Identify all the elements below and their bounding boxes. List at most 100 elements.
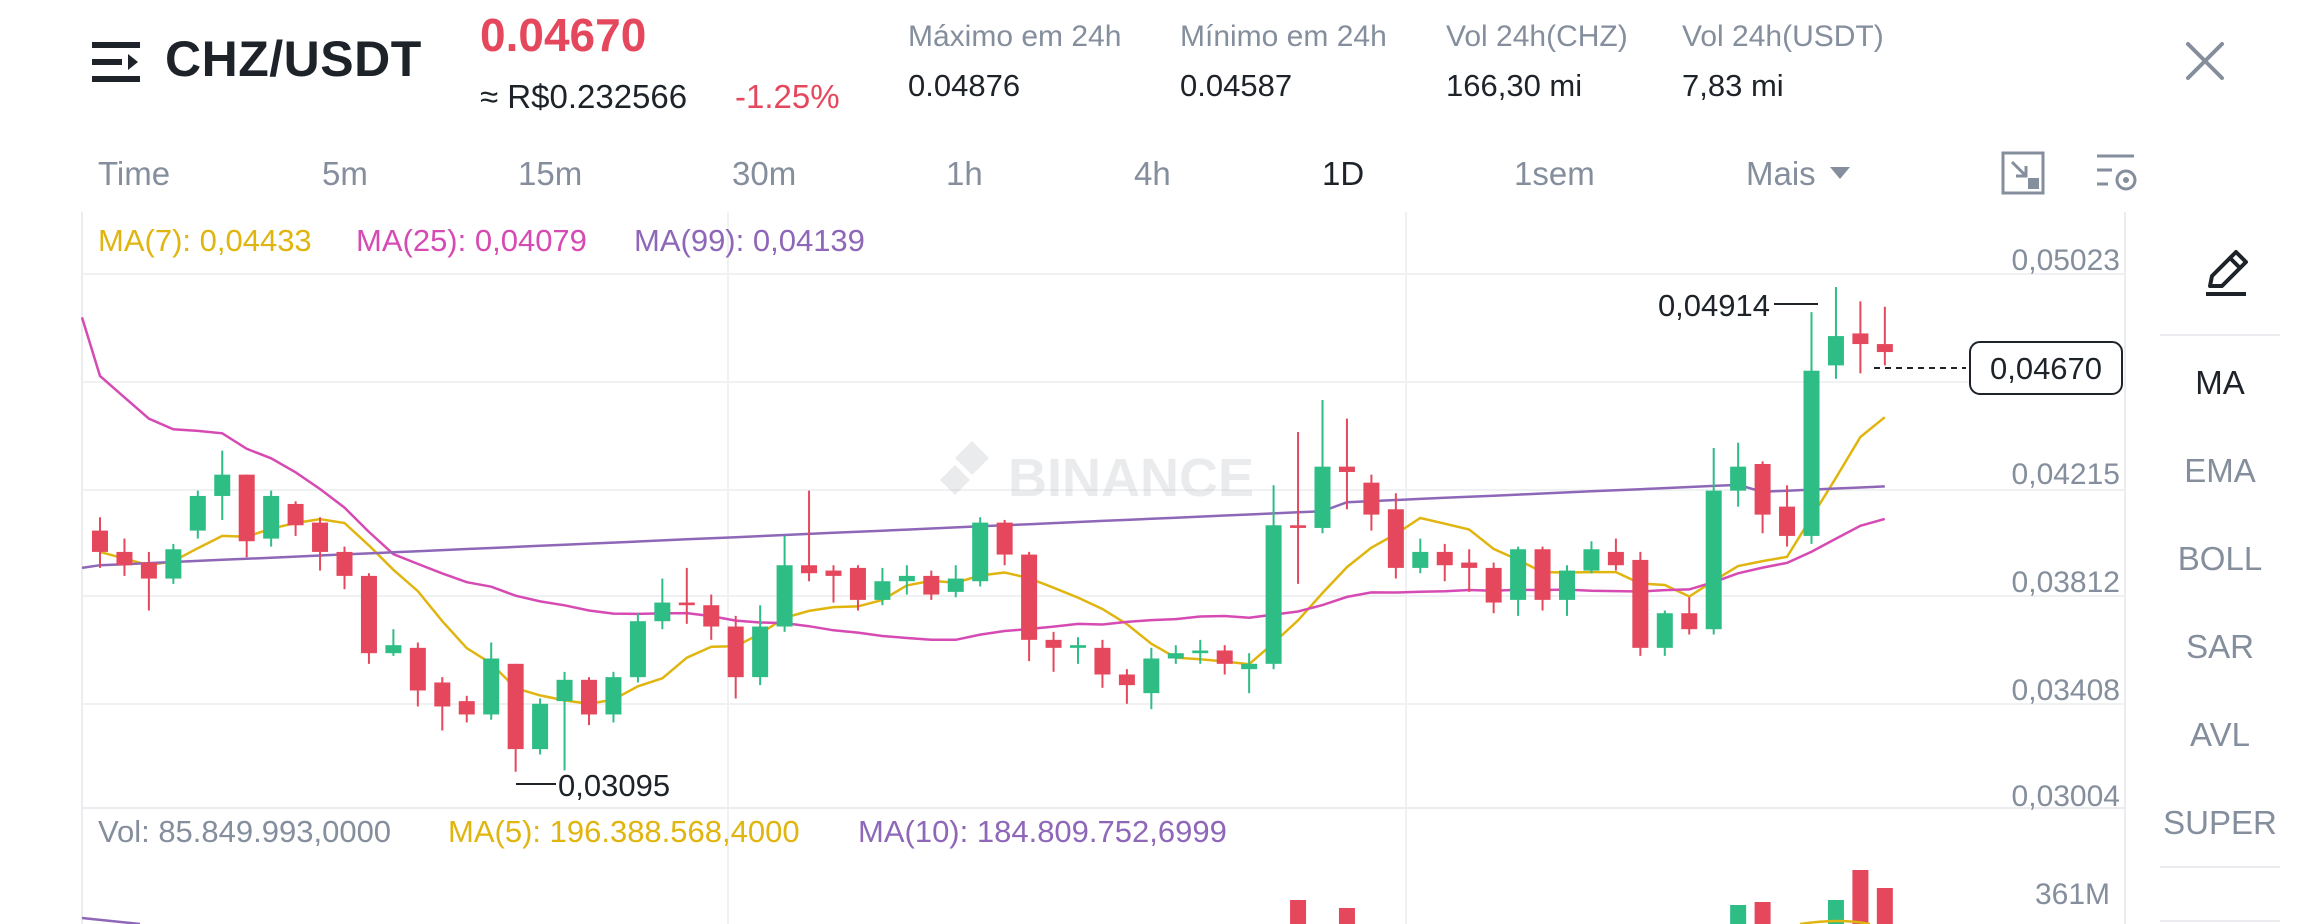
stat-vol-base-label: Vol 24h(CHZ) [1446, 20, 1628, 53]
volume-bar [1338, 908, 1355, 924]
stat-vol-base-value: 166,30 mi [1446, 68, 1583, 103]
candle-body [947, 578, 964, 592]
volume-bar [1754, 902, 1771, 924]
tab-1d[interactable]: 1D [1322, 155, 1365, 192]
candle-body [1241, 663, 1258, 670]
candle-body [1632, 559, 1649, 648]
candle-body [849, 567, 866, 600]
fullscreen-toggle-icon[interactable] [2000, 150, 2046, 196]
candle-body [654, 602, 671, 622]
candle-body [1607, 551, 1624, 566]
candle-body [1852, 333, 1869, 345]
candle-body [678, 602, 695, 606]
close-icon[interactable] [2180, 36, 2230, 86]
candle-body [434, 682, 451, 707]
candle-body [1827, 336, 1844, 366]
fiat-approx: ≈ R$0.232566 [480, 78, 688, 115]
candle-body [92, 530, 108, 552]
draw-pencil-icon[interactable] [2200, 246, 2254, 300]
volume-legend: Vol: 85.849.993,0000 [98, 814, 391, 849]
candle-body [1290, 525, 1307, 528]
pair-title[interactable]: CHZ/USDT [165, 31, 422, 87]
indicator-super[interactable]: SUPER [2163, 804, 2277, 841]
candle-body [189, 495, 206, 531]
candle-body [1534, 549, 1551, 600]
divider [2160, 920, 2280, 922]
tab-time[interactable]: Time [98, 155, 171, 192]
ma-lines [80, 317, 1886, 706]
tab-4h[interactable]: 4h [1134, 155, 1171, 192]
candle-body [360, 575, 377, 654]
candle-body [1461, 562, 1478, 568]
candle-body [1510, 549, 1527, 600]
tab-15m[interactable]: 15m [518, 155, 583, 192]
candle-body [1412, 551, 1429, 568]
tab-30m[interactable]: 30m [732, 155, 797, 192]
candle-body [1363, 482, 1380, 515]
volume-bar [1290, 900, 1307, 924]
indicator-ema[interactable]: EMA [2184, 452, 2256, 489]
candle-body [116, 551, 133, 566]
stat-low-value: 0.04587 [1180, 68, 1293, 103]
volume-bars [1290, 870, 1893, 924]
tab-1sem[interactable]: 1sem [1514, 155, 1595, 192]
candle-body [1338, 466, 1355, 472]
stat-vol-quote-value: 7,83 mi [1682, 68, 1784, 103]
candle-body [1021, 554, 1038, 640]
price-chart[interactable]: BINANCE MA(7): 0,04433 MA(25): 0,04079 M… [0, 0, 2150, 924]
ma7-line [99, 416, 1886, 706]
stat-high-value: 0.04876 [908, 68, 1021, 103]
change-percent: -1.25% [735, 78, 840, 115]
indicator-avl[interactable]: AVL [2190, 716, 2250, 753]
y-tick-label: 0,03004 [2012, 780, 2120, 813]
candle-body [385, 645, 402, 654]
last-price: 0.04670 [480, 9, 647, 61]
candle-body [727, 626, 744, 678]
volume-y-tick-label: 361M [2035, 878, 2110, 911]
candle-body [1143, 658, 1160, 694]
tab-more-label: Mais [1746, 155, 1816, 192]
volume-bar [1876, 888, 1893, 924]
y-tick-label: 0,03408 [2012, 674, 2120, 707]
indicator-ma[interactable]: MA [2195, 364, 2245, 401]
candle-body [1265, 525, 1282, 664]
candle-body [1436, 551, 1453, 566]
candle-body [1094, 647, 1111, 675]
candle-body [238, 474, 255, 542]
volume-ma10-line [81, 916, 141, 924]
candle-body [605, 677, 622, 715]
tab-5m[interactable]: 5m [322, 155, 368, 192]
candle-body [1876, 344, 1893, 353]
menu-icon[interactable] [92, 40, 144, 84]
candle-body [1314, 466, 1331, 528]
candle-body [1779, 506, 1796, 536]
candle-body [507, 663, 524, 750]
watermark-text: BINANCE [1008, 448, 1254, 508]
candle-body [1192, 650, 1209, 654]
candle-body [703, 605, 720, 627]
chart-settings-icon[interactable] [2094, 150, 2140, 196]
indicator-sar[interactable]: SAR [2186, 628, 2254, 665]
ma7-legend: MA(7): 0,04433 [98, 223, 312, 258]
candle-body [312, 522, 329, 552]
candle-body [140, 562, 157, 579]
caret-down-icon [1829, 167, 1850, 180]
volume-ma5-legend: MA(5): 196.388.568,4000 [448, 814, 800, 849]
volume-ma-lines [81, 916, 1871, 924]
candle-body [898, 575, 915, 582]
indicator-boll[interactable]: BOLL [2177, 540, 2263, 577]
divider [2160, 866, 2280, 868]
candle-body [776, 565, 793, 627]
tab-1h[interactable]: 1h [946, 155, 983, 192]
candle-body [1730, 466, 1747, 491]
candle-body [1559, 570, 1575, 600]
stat-high-label: Máximo em 24h [908, 20, 1122, 53]
candle-body [409, 647, 426, 691]
candle-body [874, 581, 891, 600]
tab-more[interactable]: Mais [1746, 155, 1850, 193]
candle-body [581, 679, 597, 715]
volume-bar [1827, 900, 1844, 924]
candle-body [1167, 653, 1184, 659]
candle-body [801, 565, 818, 574]
candle-body [336, 551, 353, 576]
